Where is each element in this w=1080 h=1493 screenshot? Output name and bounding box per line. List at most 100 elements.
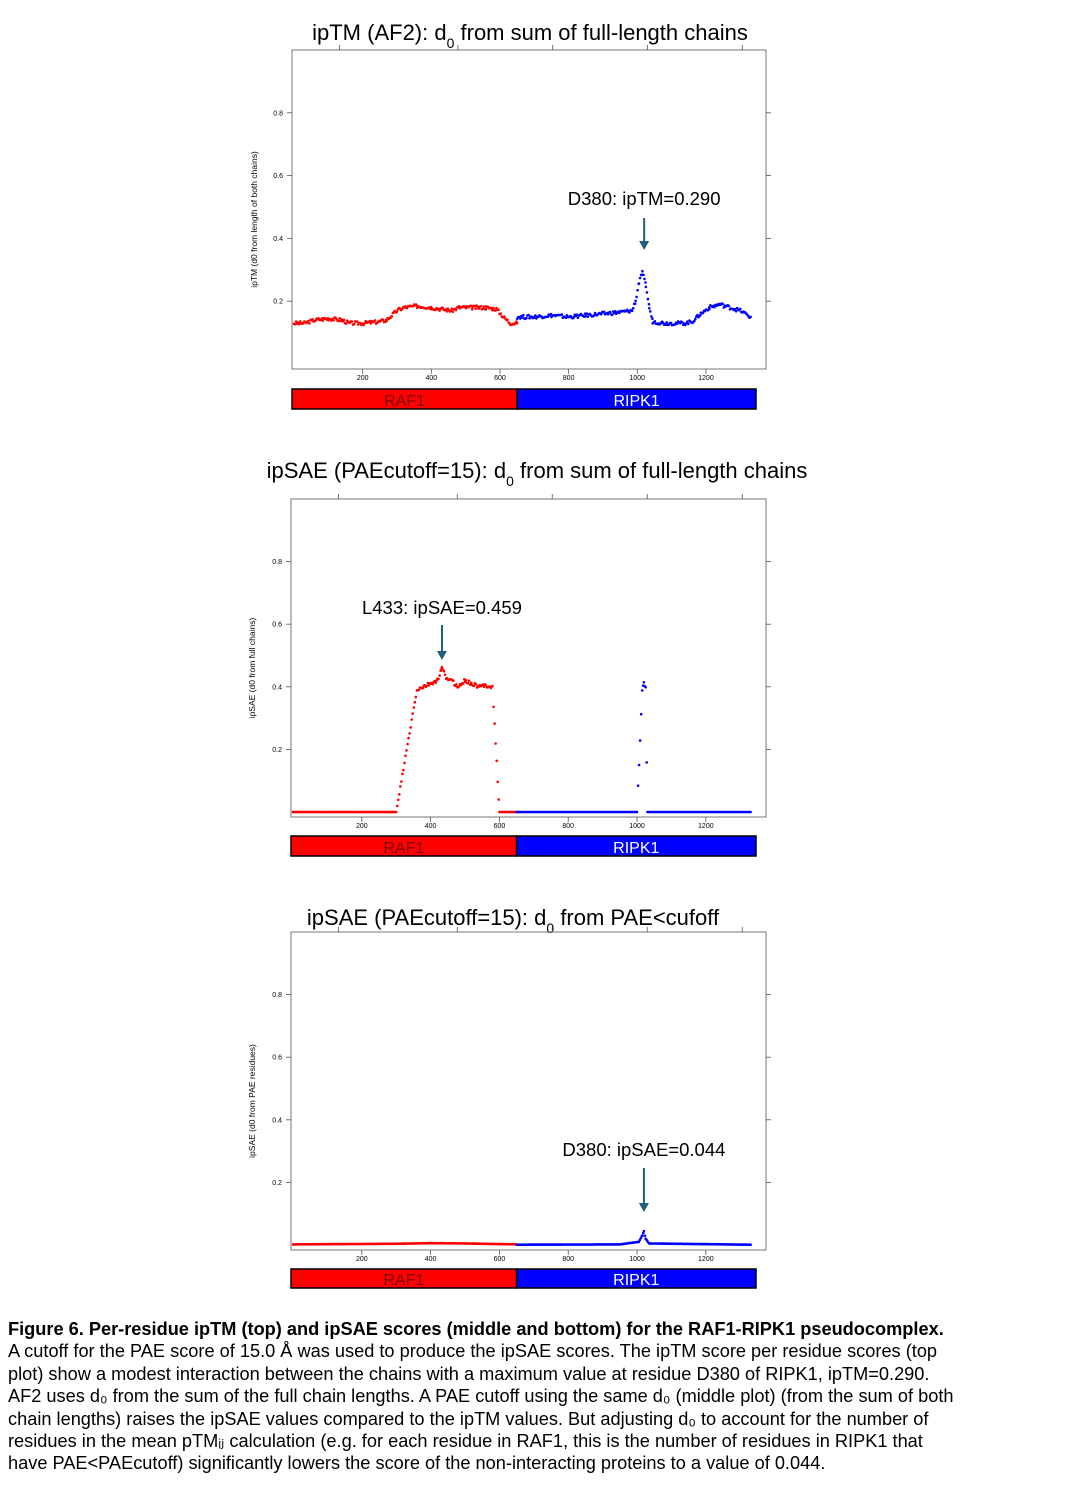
x-tick-label: 200 (356, 823, 368, 830)
data-point (546, 315, 549, 319)
data-point (640, 689, 644, 692)
x-tick-label: 800 (562, 1256, 574, 1263)
data-point (687, 322, 690, 326)
chart-title: ipSAE (PAEcutoff=15): d0 from sum of ful… (267, 458, 808, 489)
data-point (494, 742, 497, 745)
data-point (409, 726, 413, 729)
data-point (308, 322, 311, 325)
y-axis-label: ipTM (d0 from length of both chains) (249, 151, 259, 288)
y-tick-label: 0.6 (272, 1055, 282, 1062)
data-point (496, 780, 500, 784)
data-point (651, 317, 654, 321)
data-point (628, 311, 631, 314)
data-point (368, 319, 372, 323)
data-point (491, 684, 494, 688)
data-point (576, 316, 580, 320)
plot-frame (290, 931, 767, 1251)
caption-line-1: A cutoff for the PAE score of 15.0 Å was… (8, 1341, 938, 1362)
data-point (426, 681, 430, 685)
data-point (414, 695, 418, 699)
data-point (307, 319, 310, 323)
data-point (373, 319, 377, 322)
data-point (675, 322, 679, 326)
data-point (352, 322, 356, 326)
data-point (395, 804, 399, 808)
data-point (640, 1234, 644, 1237)
data-point (749, 810, 752, 814)
data-point (638, 276, 642, 280)
data-point (406, 742, 409, 746)
y-tick-label: 0.4 (272, 1117, 282, 1124)
annotation-arrow-head (436, 651, 447, 660)
chart-title: ipSAE (PAEcutoff=15): d0 from PAE<cufoff (307, 905, 720, 936)
data-point (560, 313, 564, 316)
data-point (427, 684, 431, 687)
data-point (344, 322, 348, 325)
data-point (342, 318, 346, 322)
data-point (713, 305, 716, 309)
chart-panel-1: ipTM (AF2): d0 from sum of full-length c… (249, 20, 771, 410)
data-point (434, 681, 438, 684)
y-tick-label: 0.6 (272, 622, 282, 629)
data-point (608, 310, 612, 314)
data-point (734, 309, 738, 313)
caption-line-4: chain lengths) raises the ipSAE values c… (8, 1408, 929, 1429)
data-point (451, 310, 455, 314)
plot-frame (290, 498, 767, 818)
data-point (636, 784, 640, 787)
x-tick-label: 1200 (698, 1256, 714, 1263)
x-tick-label: 400 (425, 823, 437, 830)
series-ripk1 (515, 269, 752, 327)
data-point (644, 281, 647, 284)
annotation-arrow-head (639, 241, 650, 250)
data-point (522, 313, 525, 317)
data-point (445, 310, 449, 313)
data-point (518, 317, 522, 320)
data-point (493, 722, 496, 725)
data-point (482, 685, 486, 688)
data-point (635, 295, 638, 299)
data-point (492, 306, 495, 310)
data-point (441, 306, 444, 310)
data-point (403, 761, 406, 765)
data-point (332, 319, 335, 322)
caption-line-6: have PAE<PAEcutoff) significantly lowers… (8, 1453, 826, 1474)
data-point (599, 312, 603, 316)
data-point (338, 317, 342, 320)
data-point (646, 297, 650, 301)
data-point (653, 320, 657, 323)
series-ripk1 (515, 681, 752, 814)
data-point (407, 736, 410, 740)
data-point (727, 304, 731, 308)
data-point (431, 682, 435, 686)
y-tick-label: 0.4 (273, 236, 283, 243)
data-point (404, 754, 407, 757)
caption-line-5: residues in the mean pTMᵢⱼ calculation (… (8, 1431, 923, 1452)
data-point (410, 718, 414, 721)
data-point (470, 308, 474, 311)
data-point (399, 785, 402, 788)
data-point (686, 320, 689, 323)
data-point (482, 305, 486, 308)
figure-caption: Figure 6. Per-residue ipTM (top) and ipS… (8, 1318, 1074, 1475)
data-point (484, 307, 488, 311)
data-point (314, 319, 317, 322)
x-tick-label: 1000 (629, 823, 645, 830)
data-point (639, 712, 643, 716)
data-point (452, 679, 455, 682)
data-point (337, 319, 340, 323)
data-point (499, 312, 503, 315)
data-point (405, 749, 408, 752)
data-point (525, 316, 528, 320)
data-point (749, 1243, 752, 1246)
data-point (363, 322, 367, 325)
data-point (647, 302, 651, 306)
data-point (636, 288, 639, 292)
data-point (425, 684, 429, 688)
data-point (390, 315, 394, 318)
data-point (417, 688, 421, 692)
data-point (414, 303, 418, 306)
data-point (297, 322, 301, 326)
data-point (440, 665, 444, 669)
y-tick-label: 0.4 (272, 684, 282, 691)
